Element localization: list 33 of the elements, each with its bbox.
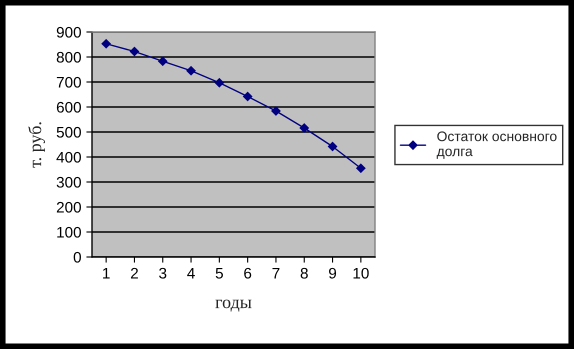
x-tick-label: 3 bbox=[159, 268, 166, 279]
y-tick-label: 200 bbox=[56, 202, 81, 213]
x-tick-label: 8 bbox=[300, 268, 308, 279]
x-tick-label: 9 bbox=[329, 268, 336, 279]
y-tick-label: 0 bbox=[74, 252, 81, 263]
point bbox=[356, 164, 366, 173]
point bbox=[271, 106, 281, 116]
y-axis-title: т. руб. bbox=[28, 122, 45, 168]
x-tick-label: 7 bbox=[272, 268, 280, 278]
y-tick-label: 900 bbox=[56, 26, 81, 38]
x-tick-label: 6 bbox=[244, 268, 252, 279]
point bbox=[102, 39, 111, 48]
point bbox=[130, 46, 140, 56]
point bbox=[158, 56, 168, 66]
x-tick-label: 5 bbox=[216, 268, 223, 279]
x-tick-label: 4 bbox=[187, 268, 195, 278]
point bbox=[243, 92, 252, 102]
y-tick-label: 600 bbox=[56, 102, 81, 113]
x-tick-label: 1 bbox=[103, 268, 110, 278]
y-tick-label: 500 bbox=[56, 126, 81, 138]
x-tick-label: 2 bbox=[130, 268, 138, 278]
y-tick-label: 800 bbox=[56, 52, 81, 63]
x-tick-label: 10 bbox=[354, 268, 369, 279]
x-axis-title: годы bbox=[215, 300, 252, 312]
y-tick-label: 300 bbox=[56, 176, 81, 188]
y-tick-label: 400 bbox=[56, 152, 81, 163]
y-tick-label: 100 bbox=[57, 226, 81, 238]
legend-label: Остаток основного долга bbox=[436, 131, 557, 159]
y-tick-label: 700 bbox=[56, 76, 81, 88]
point bbox=[214, 78, 224, 88]
point bbox=[300, 123, 309, 133]
point bbox=[186, 66, 196, 76]
point bbox=[328, 142, 338, 152]
